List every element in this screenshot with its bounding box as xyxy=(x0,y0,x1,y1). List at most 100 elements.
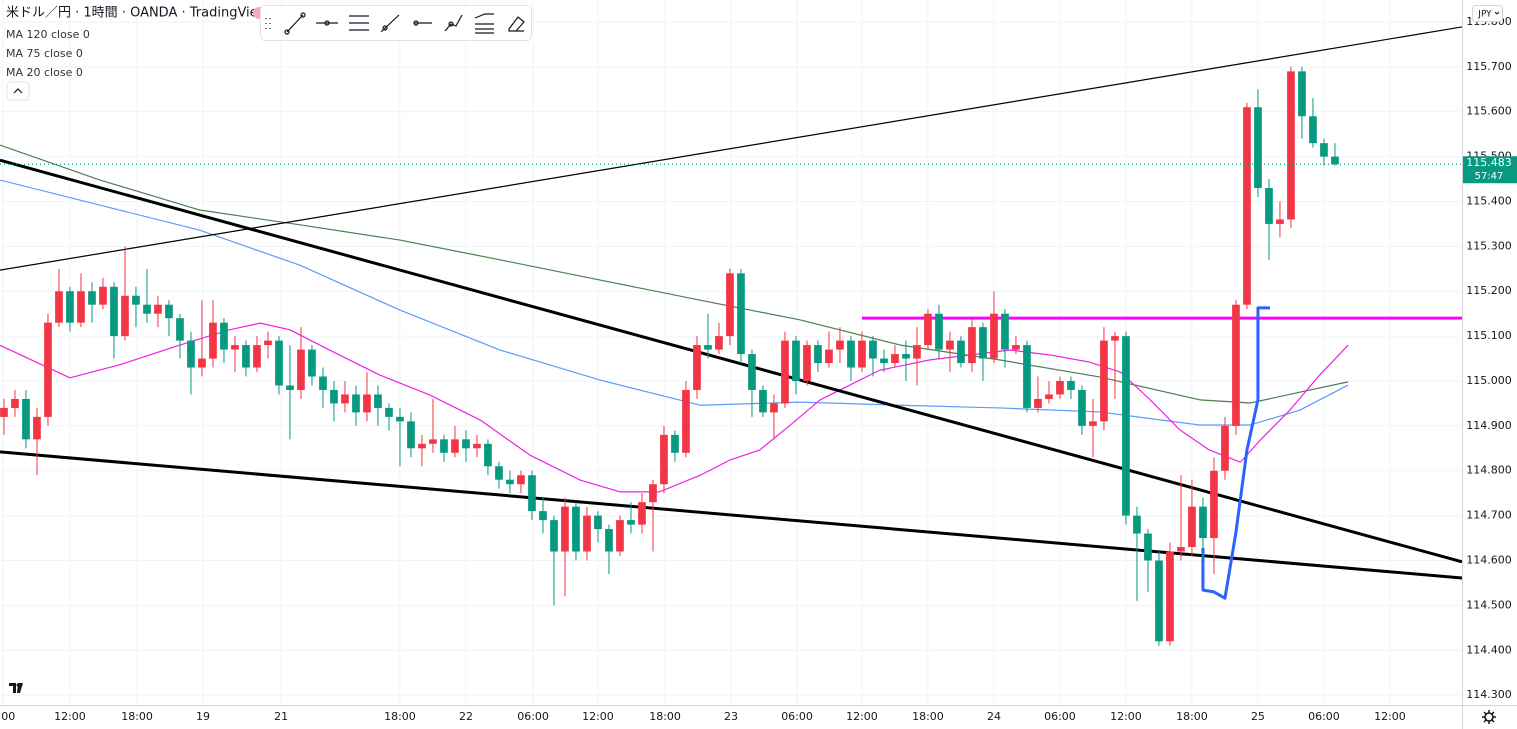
candle-body xyxy=(176,318,184,341)
candle-body xyxy=(583,515,591,552)
candle-body xyxy=(1056,380,1064,395)
candle-body xyxy=(275,340,283,386)
trend-line xyxy=(0,158,1462,564)
candle-body xyxy=(121,295,129,337)
candle-body xyxy=(330,389,338,404)
drawing-toolbar xyxy=(260,5,532,41)
candle-body xyxy=(1100,340,1108,422)
x-tick-label: 12:00 xyxy=(1374,710,1406,723)
candle-body xyxy=(220,322,228,350)
candle-body xyxy=(451,439,459,453)
candle-body xyxy=(396,416,404,422)
candle-body xyxy=(253,345,261,368)
candle-body xyxy=(484,443,492,467)
x-tick-label: 06:00 xyxy=(781,710,813,723)
candle-body xyxy=(1188,506,1196,548)
candle-body xyxy=(495,466,503,480)
candle-body xyxy=(990,313,998,359)
y-tick-label: 115.300 xyxy=(1466,239,1512,252)
x-tick-label: 06:00 xyxy=(1044,710,1076,723)
candle-body xyxy=(1309,116,1317,144)
price-axis-bg xyxy=(1462,0,1517,729)
ray-tool[interactable] xyxy=(316,20,338,26)
legend-entry: MA 20 close 0 xyxy=(6,66,83,79)
currency-button[interactable]: JPY xyxy=(1472,5,1503,22)
x-tick-label: 21 xyxy=(274,710,288,723)
candle-body xyxy=(1254,107,1262,189)
candle-body xyxy=(968,327,976,364)
candle-body xyxy=(1331,156,1339,165)
collapse-legend-button[interactable] xyxy=(6,81,30,101)
candle-body xyxy=(781,340,789,404)
x-tick-label: 22 xyxy=(459,710,473,723)
candle-body xyxy=(1155,560,1163,642)
price-tag xyxy=(1463,156,1517,184)
trend-line-tool[interactable] xyxy=(284,12,306,35)
candle-body xyxy=(1133,515,1141,534)
candle-body xyxy=(1210,470,1218,539)
x-tick-label: 18:00 xyxy=(1176,710,1208,723)
candle-body xyxy=(473,443,481,449)
candle-body xyxy=(957,340,965,364)
parallel-channel-tool[interactable] xyxy=(349,15,369,31)
x-tick-label: 06:00 xyxy=(1308,710,1340,723)
x-tick-label: 25 xyxy=(1251,710,1265,723)
candle-body xyxy=(946,340,954,350)
candle-body xyxy=(737,273,745,355)
settings-button[interactable] xyxy=(1482,710,1496,724)
countdown-label: 57:47 xyxy=(1475,171,1504,182)
y-tick-label: 114.900 xyxy=(1466,419,1512,432)
extended-line-tool[interactable] xyxy=(380,14,400,33)
legend-entry: MA 75 close 0 xyxy=(6,47,83,60)
fib-tool[interactable] xyxy=(474,13,494,34)
candle-body xyxy=(913,345,921,359)
path-tool[interactable] xyxy=(444,14,463,32)
candle-body xyxy=(33,416,41,440)
candle-body xyxy=(1067,380,1075,390)
candle-body xyxy=(165,304,173,319)
candle-body xyxy=(1012,345,1020,350)
candle-body xyxy=(1298,71,1306,117)
horizontal-ray-tool[interactable] xyxy=(413,20,432,26)
candle-body xyxy=(858,340,866,368)
candle-body xyxy=(759,389,767,413)
x-tick-label: 12:00 xyxy=(54,710,86,723)
candle-body xyxy=(1221,425,1229,471)
candle-body xyxy=(66,291,74,323)
candle-body xyxy=(506,479,514,485)
trend-line xyxy=(0,450,1462,580)
candle-body xyxy=(715,336,723,350)
candle-body xyxy=(1177,547,1185,552)
candle-body xyxy=(792,340,800,381)
drag-handle[interactable] xyxy=(265,18,271,29)
candle-body xyxy=(605,529,613,552)
moving-average-line xyxy=(0,322,1349,493)
x-tick-label: 6:00 xyxy=(0,710,15,723)
candle-body xyxy=(77,291,85,323)
y-tick-label: 115.700 xyxy=(1466,60,1512,73)
candle-body xyxy=(550,520,558,552)
candle-body xyxy=(935,313,943,350)
candle-body xyxy=(649,484,657,503)
candle-body xyxy=(561,506,569,552)
candle-body xyxy=(1166,551,1174,642)
candle-body xyxy=(572,506,580,552)
candle-body xyxy=(132,295,140,305)
x-tick-label: 12:00 xyxy=(582,710,614,723)
y-tick-label: 115.600 xyxy=(1466,105,1512,118)
candle-body xyxy=(99,286,107,305)
y-tick-label: 114.400 xyxy=(1466,643,1512,656)
candle-body xyxy=(803,345,811,381)
candle-body xyxy=(726,273,734,337)
y-tick-label: 115.400 xyxy=(1466,194,1512,207)
x-tick-label: 18:00 xyxy=(384,710,416,723)
price-tag-label: 115.483 xyxy=(1466,156,1512,169)
eraser-tool[interactable] xyxy=(508,16,525,32)
candle-body xyxy=(517,475,525,485)
x-tick-label: 18:00 xyxy=(121,710,153,723)
candle-body xyxy=(231,345,239,350)
tradingview-logo xyxy=(9,683,23,693)
candle-body xyxy=(880,358,888,364)
time-axis-bg xyxy=(0,705,1517,729)
